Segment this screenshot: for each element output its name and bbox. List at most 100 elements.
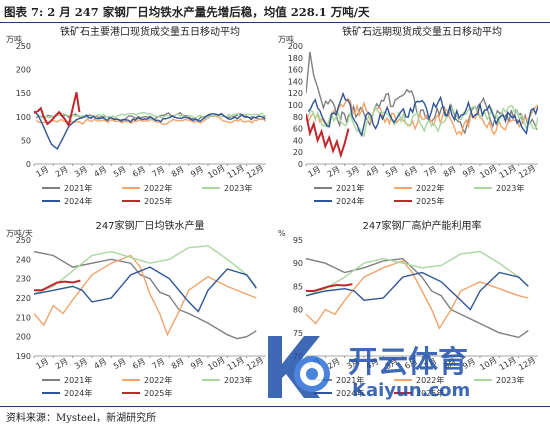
series-line xyxy=(34,245,257,295)
x-tick-label: 5月 xyxy=(384,165,400,179)
y-tick-label: 240 xyxy=(16,255,31,264)
series-line xyxy=(34,266,257,313)
series-line xyxy=(306,271,529,311)
y-unit-label: 万吨 xyxy=(278,34,294,44)
x-tick-label: 10月 xyxy=(478,163,498,180)
y-tick-label: 0 xyxy=(298,160,303,169)
y-tick-label: 95 xyxy=(293,236,303,245)
y-unit-label: 万吨/天 xyxy=(6,228,33,238)
y-tick-label: 120 xyxy=(288,89,303,98)
x-tick-label: 4月 xyxy=(92,357,108,371)
y-tick-label: 220 xyxy=(16,294,31,303)
x-tick-label: 5月 xyxy=(112,357,128,371)
x-tick-label: 8月 xyxy=(170,357,186,371)
legend-label: 2022年 xyxy=(416,375,444,385)
y-tick-label: 100 xyxy=(16,113,31,122)
series-line xyxy=(306,250,529,297)
chart-title: 247家钢厂日均铁水产量 xyxy=(95,219,204,232)
x-tick-label: 2月 xyxy=(54,357,70,371)
x-tick-label: 10月 xyxy=(206,163,226,180)
x-tick-label: 5月 xyxy=(112,165,128,179)
y-tick-label: 100 xyxy=(288,101,303,110)
x-tick-label: 1月 xyxy=(34,357,50,371)
series-line xyxy=(306,113,350,159)
bottom-rule xyxy=(0,406,550,407)
chart-title: 铁矿石主要港口现货成交量五日移动平均 xyxy=(60,25,240,38)
x-tick-label: 11月 xyxy=(498,163,518,180)
x-tick-label: 6月 xyxy=(403,165,419,179)
x-tick-label: 12月 xyxy=(245,163,265,180)
legend-label: 2023年 xyxy=(496,183,524,193)
legend-label: 2024年 xyxy=(64,388,92,398)
y-tick-label: 210 xyxy=(16,313,31,322)
figure-title: 图表 7: 2 月 247 家钢厂日均铁水产量先增后稳，均值 228.1 万吨/… xyxy=(4,5,370,19)
x-tick-label: 4月 xyxy=(92,165,108,179)
y-tick-label: 230 xyxy=(16,275,31,284)
source-note: 资料来源：Mysteel，新湖研究所 xyxy=(6,413,157,424)
y-tick-label: 160 xyxy=(288,66,303,75)
y-tick-label: 75 xyxy=(293,329,303,338)
legend-label: 2023年 xyxy=(224,183,252,193)
x-tick-label: 7月 xyxy=(422,165,438,179)
watermark-brand: 开云体育 xyxy=(348,345,468,380)
x-tick-label: 6月 xyxy=(131,357,147,371)
y-tick-label: 80 xyxy=(293,113,303,122)
y-tick-label: 200 xyxy=(16,333,31,342)
x-tick-label: 10月 xyxy=(206,355,226,372)
y-tick-label: 200 xyxy=(288,42,303,51)
legend-label: 2025年 xyxy=(144,196,172,206)
x-tick-label: 3月 xyxy=(73,165,89,179)
x-tick-label: 1月 xyxy=(34,165,50,179)
y-tick-label: 0 xyxy=(26,160,31,169)
x-tick-label: 11月 xyxy=(226,355,246,372)
x-tick-label: 8月 xyxy=(442,165,458,179)
watermark: 开云体育 Kaiyun.com xyxy=(268,336,470,401)
x-tick-label: 11月 xyxy=(226,163,246,180)
y-tick-label: 180 xyxy=(288,54,303,63)
legend-label: 2024年 xyxy=(336,196,364,206)
x-tick-label: 1月 xyxy=(306,165,322,179)
x-tick-label: 7月 xyxy=(150,357,166,371)
y-tick-label: 150 xyxy=(16,89,31,98)
x-tick-label: 9月 xyxy=(189,165,205,179)
y-tick-label: 80 xyxy=(293,306,303,315)
chart-title: 铁矿石远期现货成交量五日移动平均 xyxy=(342,25,502,38)
y-tick-label: 20 xyxy=(293,148,303,157)
legend-label: 2025年 xyxy=(144,388,172,398)
series-line xyxy=(306,260,529,330)
legend-label: 2021年 xyxy=(64,183,92,193)
y-tick-label: 250 xyxy=(16,42,31,51)
legend-label: 2022年 xyxy=(416,183,444,193)
y-unit-label: % xyxy=(278,229,286,238)
series-line xyxy=(34,110,266,150)
legend-label: 2024年 xyxy=(64,196,92,206)
legend-label: 2025年 xyxy=(416,196,444,206)
legend-label: 2022年 xyxy=(144,375,172,385)
x-tick-label: 7月 xyxy=(150,165,166,179)
y-tick-label: 90 xyxy=(293,259,303,268)
x-tick-label: 3月 xyxy=(73,357,89,371)
x-tick-label: 2月 xyxy=(326,165,342,179)
legend-label: 2023年 xyxy=(496,375,524,385)
y-tick-label: 200 xyxy=(16,66,31,75)
series-line xyxy=(34,92,81,128)
y-tick-label: 40 xyxy=(293,136,303,145)
watermark-url: Kaiyun.com xyxy=(352,380,470,401)
series-line xyxy=(34,250,257,340)
legend-label: 2021年 xyxy=(64,375,92,385)
top-rule xyxy=(0,22,550,23)
y-tick-label: 190 xyxy=(16,352,31,361)
y-tick-label: 50 xyxy=(21,136,31,145)
x-tick-label: 4月 xyxy=(364,165,380,179)
y-tick-label: 60 xyxy=(293,125,303,134)
series-line xyxy=(34,279,81,292)
series-line xyxy=(34,254,257,337)
x-tick-label: 12月 xyxy=(517,163,537,180)
chart-title: 247家钢厂高炉产能利用率 xyxy=(362,219,481,232)
x-tick-label: 9月 xyxy=(461,165,477,179)
x-tick-label: 3月 xyxy=(345,165,361,179)
watermark-logo-icon xyxy=(268,336,330,398)
